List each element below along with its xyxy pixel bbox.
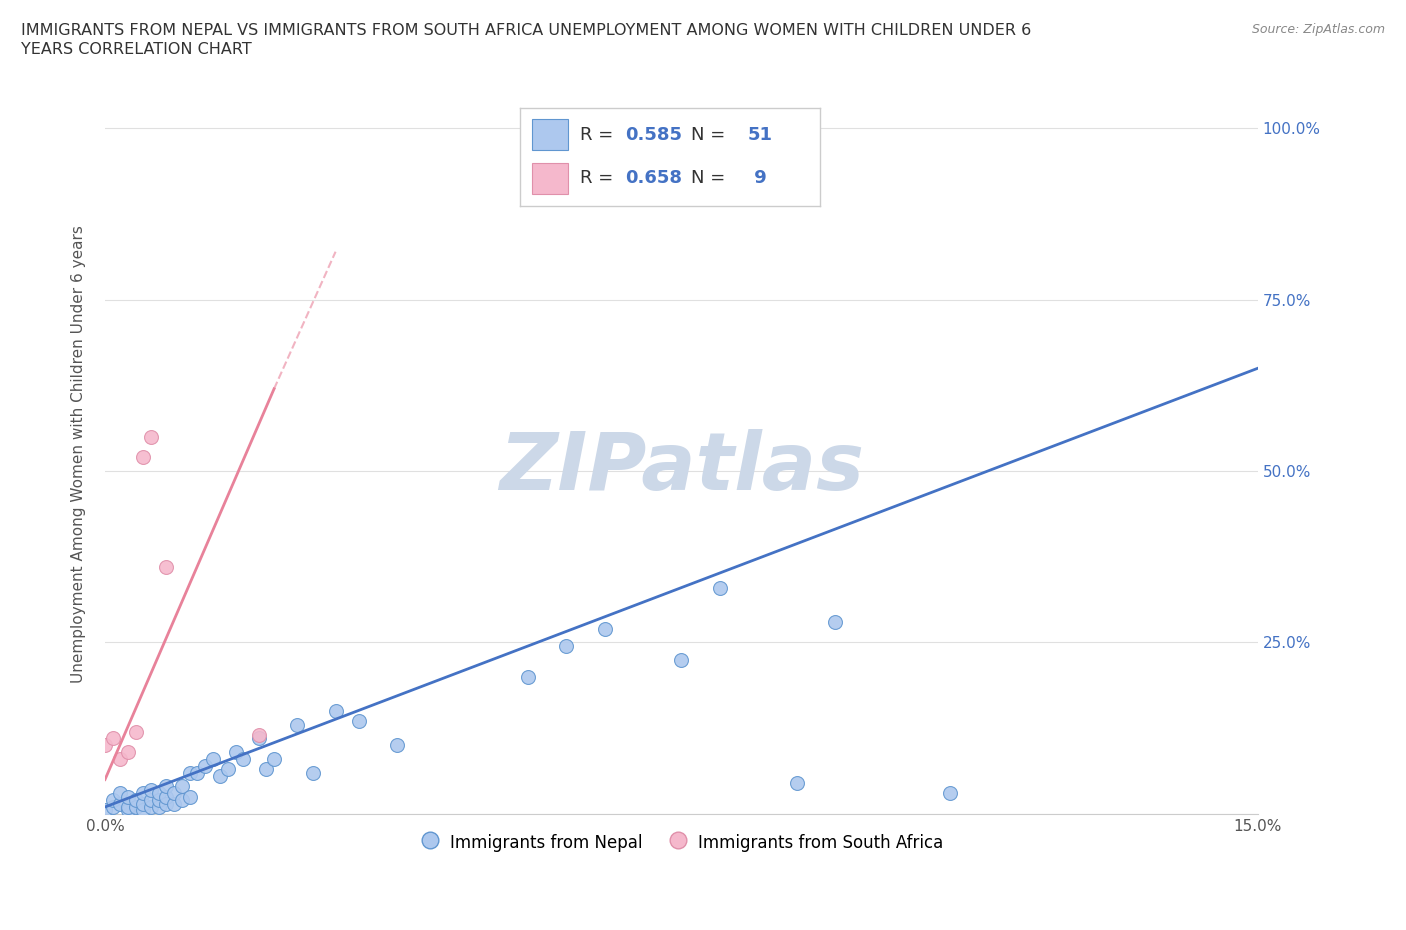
Point <box>939 786 962 801</box>
Point <box>217 762 239 777</box>
Point <box>263 751 285 766</box>
Point <box>94 803 117 817</box>
Point <box>671 652 693 667</box>
Point <box>139 430 162 445</box>
Point <box>132 450 155 465</box>
Point <box>148 792 170 807</box>
Point <box>347 714 370 729</box>
Point <box>254 762 277 777</box>
Point <box>232 751 254 766</box>
Point <box>163 796 186 811</box>
Point <box>786 776 808 790</box>
Point <box>247 727 270 742</box>
Point <box>301 765 323 780</box>
Point <box>132 803 155 817</box>
Point <box>516 670 538 684</box>
Text: YEARS CORRELATION CHART: YEARS CORRELATION CHART <box>21 42 252 57</box>
Point <box>117 745 139 760</box>
Point <box>385 737 408 752</box>
Point <box>325 704 347 719</box>
Point <box>285 717 308 732</box>
Point <box>209 769 232 784</box>
Point <box>155 790 177 804</box>
Point <box>125 800 148 815</box>
Point <box>170 779 193 794</box>
Point <box>125 792 148 807</box>
Point <box>139 800 162 815</box>
Point <box>117 790 139 804</box>
Point <box>155 796 177 811</box>
Point <box>155 560 177 575</box>
Point <box>125 724 148 739</box>
Point <box>170 792 193 807</box>
Point <box>155 779 177 794</box>
Point <box>186 765 208 780</box>
Point <box>101 792 124 807</box>
Point <box>132 796 155 811</box>
Point <box>593 621 616 636</box>
Point <box>132 786 155 801</box>
Point <box>555 638 578 653</box>
Y-axis label: Unemployment Among Women with Children Under 6 years: Unemployment Among Women with Children U… <box>72 225 86 683</box>
Point <box>194 758 217 773</box>
Legend: Immigrants from Nepal, Immigrants from South Africa: Immigrants from Nepal, Immigrants from S… <box>413 826 949 859</box>
Point <box>148 800 170 815</box>
Point <box>110 786 132 801</box>
Point <box>201 751 224 766</box>
Point <box>179 765 201 780</box>
Point <box>94 737 117 752</box>
Point <box>139 782 162 797</box>
Point <box>148 786 170 801</box>
Point <box>101 800 124 815</box>
Point <box>101 731 124 746</box>
Point <box>824 615 846 630</box>
Point <box>139 792 162 807</box>
Point <box>110 796 132 811</box>
Point <box>163 786 186 801</box>
Point <box>247 731 270 746</box>
Point <box>179 790 201 804</box>
Point <box>110 751 132 766</box>
Text: IMMIGRANTS FROM NEPAL VS IMMIGRANTS FROM SOUTH AFRICA UNEMPLOYMENT AMONG WOMEN W: IMMIGRANTS FROM NEPAL VS IMMIGRANTS FROM… <box>21 23 1032 38</box>
Text: Source: ZipAtlas.com: Source: ZipAtlas.com <box>1251 23 1385 36</box>
Point <box>117 803 139 817</box>
Text: ZIPatlas: ZIPatlas <box>499 430 863 508</box>
Point <box>225 745 247 760</box>
Point <box>709 580 731 595</box>
Point <box>117 800 139 815</box>
